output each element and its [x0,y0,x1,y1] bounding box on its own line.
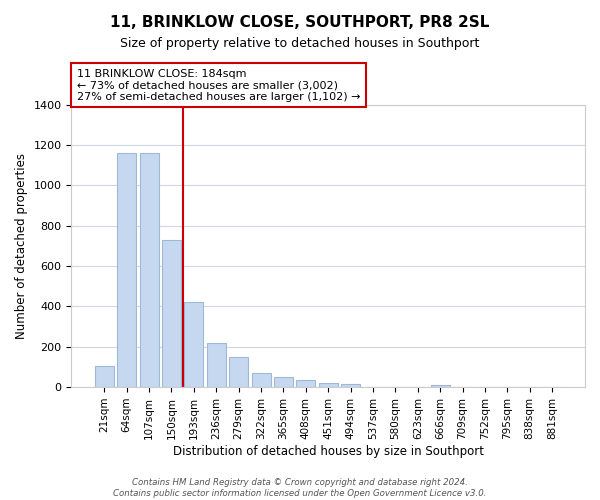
Bar [117,153,136,387]
Bar [296,380,316,387]
Bar [251,372,271,387]
Text: Contains HM Land Registry data © Crown copyright and database right 2024.
Contai: Contains HM Land Registry data © Crown c… [113,478,487,498]
Bar [319,383,338,387]
Y-axis label: Number of detached properties: Number of detached properties [15,153,28,339]
Bar [229,357,248,387]
Bar [431,385,449,387]
X-axis label: Distribution of detached houses by size in Southport: Distribution of detached houses by size … [173,444,484,458]
Bar [95,366,114,387]
Text: 11 BRINKLOW CLOSE: 184sqm
← 73% of detached houses are smaller (3,002)
27% of se: 11 BRINKLOW CLOSE: 184sqm ← 73% of detac… [77,68,360,102]
Bar [162,240,181,387]
Bar [184,302,203,387]
Bar [140,153,158,387]
Text: 11, BRINKLOW CLOSE, SOUTHPORT, PR8 2SL: 11, BRINKLOW CLOSE, SOUTHPORT, PR8 2SL [110,15,490,30]
Bar [207,342,226,387]
Bar [274,377,293,387]
Text: Size of property relative to detached houses in Southport: Size of property relative to detached ho… [121,38,479,51]
Bar [341,384,360,387]
